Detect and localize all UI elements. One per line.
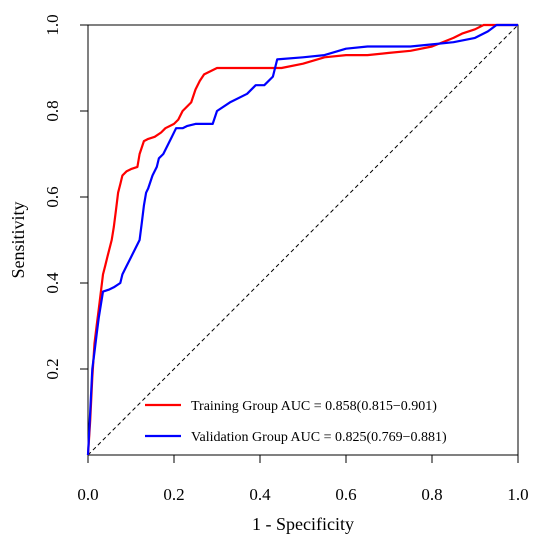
y-tick-label: 0.6 — [43, 186, 62, 207]
x-axis-title: 1 - Specificity — [252, 514, 354, 534]
roc-curve-series-1 — [86, 23, 518, 456]
y-axis: 0.2 0.4 0.6 0.8 1.0 — [43, 14, 88, 380]
y-tick-label: 0.8 — [43, 100, 62, 121]
x-tick-label: 1.0 — [507, 485, 528, 504]
y-axis-title: Sensitivity — [8, 201, 28, 278]
x-tick-label: 0.2 — [163, 485, 184, 504]
x-tick-label: 0.6 — [335, 485, 356, 504]
plot-frame — [87, 24, 519, 456]
x-tick-label: 0.8 — [421, 485, 442, 504]
series-layer — [86, 23, 518, 456]
roc-curve-series-2 — [86, 23, 518, 456]
y-tick-label: 0.2 — [43, 358, 62, 379]
x-tick-label: 0.4 — [249, 485, 271, 504]
legend-label: Training Group AUC = 0.858(0.815−0.901) — [191, 399, 437, 414]
y-tick-label: 0.4 — [43, 272, 62, 294]
x-tick-label: 0.0 — [77, 485, 98, 504]
legend-label: Validation Group AUC = 0.825(0.769−0.881… — [191, 430, 447, 445]
x-axis: 0.0 0.2 0.4 0.6 0.8 1.0 — [77, 455, 529, 504]
y-tick-label: 1.0 — [43, 14, 62, 35]
diagonal-reference-line — [87, 24, 519, 456]
legend: Training Group AUC = 0.858(0.815−0.901) V… — [145, 399, 447, 445]
